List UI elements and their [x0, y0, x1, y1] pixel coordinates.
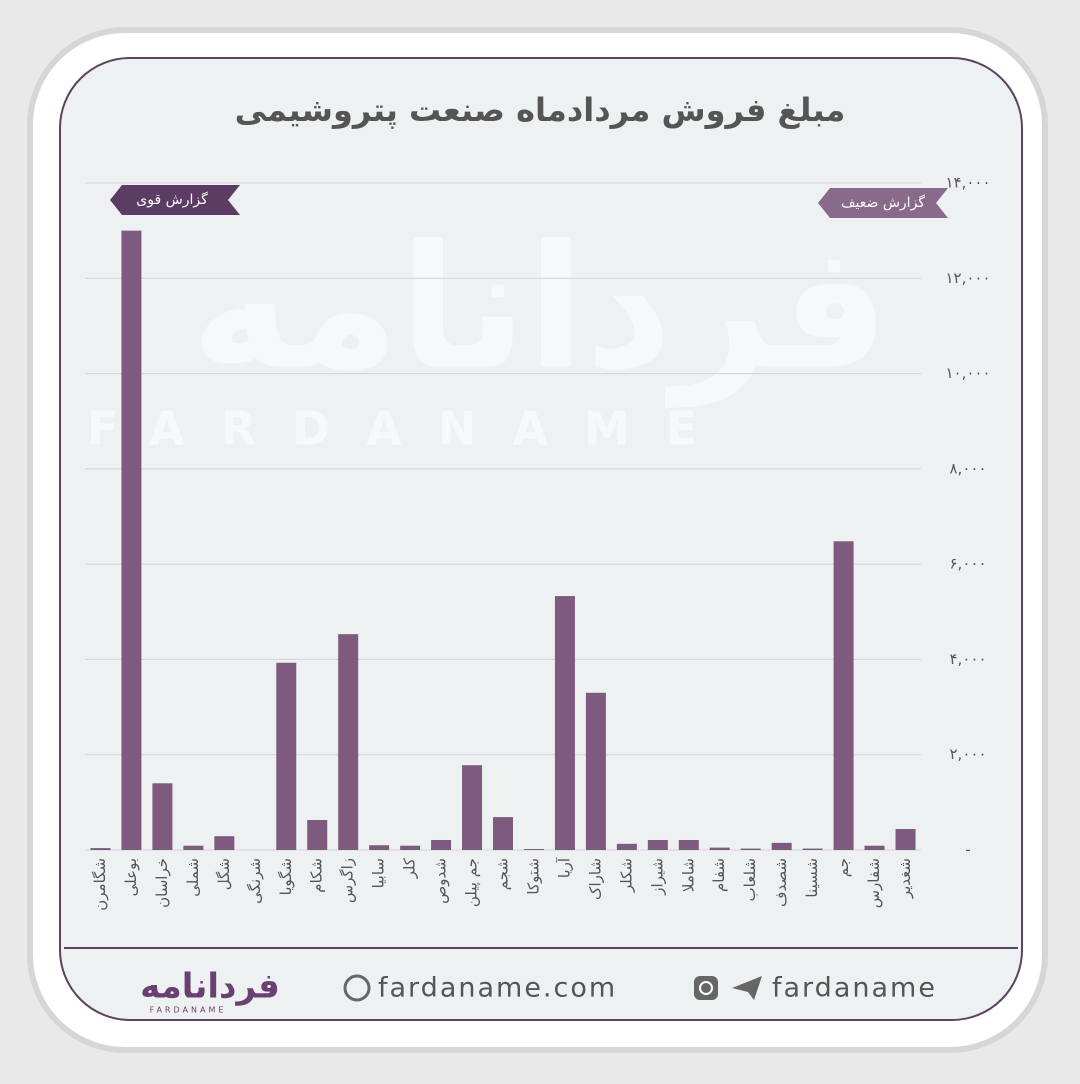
bar [214, 836, 235, 850]
watermark-logo: فردانامه [191, 209, 890, 408]
watermark-latin: FARDANAME [87, 402, 733, 456]
x-tick-label: شملی [184, 858, 202, 897]
y-tick-label: ۱۰,۰۰۰ [945, 364, 990, 382]
bar [523, 849, 544, 850]
x-tick-label: شگل [215, 858, 233, 890]
y-tick-label: ۸,۰۰۰ [950, 459, 987, 477]
instagram-icon-lens [699, 981, 713, 995]
instagram-icon [694, 976, 718, 1000]
x-tick-label: شصدف [772, 858, 790, 907]
panel [59, 57, 1023, 1021]
x-tick-label: شتوکا [524, 858, 542, 895]
telegram-icon [732, 976, 762, 1000]
bar [152, 783, 173, 850]
x-tick-label: شاراک [586, 858, 604, 900]
bar [462, 765, 483, 850]
bar [709, 847, 730, 850]
website: fardaname.com [378, 973, 617, 1004]
x-tick-label: شیراز [648, 858, 666, 896]
x-tick-label: شکلر [617, 858, 635, 893]
x-tick-label: شفام [710, 858, 728, 892]
x-tick-label: شاملا [679, 858, 697, 892]
x-tick-label: سابیا [370, 858, 388, 888]
bar [554, 596, 575, 850]
footer: فردانامه FARDANAME fardaname.com fardana… [140, 967, 937, 1015]
bar [338, 634, 359, 850]
x-tick-label: شدوص [432, 858, 450, 904]
y-tick-label: ۴,۰۰۰ [950, 650, 987, 668]
annotation: گزارش ضعیف [841, 194, 925, 211]
social: fardaname [772, 973, 937, 1004]
y-tick-label: ۶,۰۰۰ [950, 555, 987, 573]
x-tick-label: کلر [401, 857, 419, 879]
x-tick-label: شگویا [277, 858, 295, 895]
x-tick-label: خراسان [153, 858, 171, 908]
x-tick-label: شرنگی [246, 858, 264, 904]
bar [369, 845, 390, 850]
annotation: گزارش قوی [136, 191, 208, 208]
bar [895, 829, 916, 850]
x-tick-label: شجم [494, 858, 512, 890]
y-tick-label: ۲,۰۰۰ [950, 745, 987, 763]
x-tick-label: شکام [308, 858, 326, 893]
globe-icon [343, 974, 371, 1002]
x-tick-label: جم پیلن [463, 858, 482, 907]
bar [647, 839, 668, 850]
bar [833, 541, 854, 850]
bar [740, 848, 761, 850]
bar [802, 848, 823, 850]
x-tick-label: آریا [555, 857, 573, 878]
x-tick-label: شگامرن [91, 858, 109, 911]
x-tick-label: شغدیر [896, 858, 914, 899]
bar [307, 819, 328, 850]
x-tick-label: شفارس [865, 858, 883, 908]
bar [616, 843, 637, 850]
x-tick-label: بوعلی [122, 858, 140, 896]
bar [400, 845, 421, 850]
bar [771, 842, 792, 850]
bar [183, 845, 204, 850]
bar [585, 692, 606, 850]
footer-logo-latin: FARDANAME [150, 1006, 227, 1015]
bar [121, 230, 142, 851]
annotation-flag [110, 185, 240, 215]
bar [431, 839, 452, 850]
y-tick-label: ۱۴,۰۰۰ [945, 174, 990, 192]
watermark: فردانامه FARDANAME [87, 209, 889, 455]
y-tick-label: - [965, 841, 970, 859]
y-tick-label: ۱۲,۰۰۰ [945, 269, 990, 287]
chart-title: مبلغ فروش مردادماه صنعت پتروشیمی [235, 91, 846, 129]
footer-logo: فردانامه [140, 967, 280, 1007]
bar [276, 662, 297, 850]
x-tick-label: شسینا [803, 858, 821, 898]
bar [90, 848, 111, 850]
x-tick-label: زاگرس [339, 858, 357, 903]
bar [678, 839, 699, 850]
bar [864, 845, 885, 850]
annotation-flag [818, 188, 948, 218]
bar [493, 817, 513, 850]
x-tick-label: جم [834, 858, 852, 877]
x-tick-label: شلعاب [741, 858, 759, 901]
plot: - ۲,۰۰۰ ۴,۰۰۰ ۶,۰۰۰ ۸,۰۰۰ ۱۰,۰۰۰ ۱۲,۰۰۰ ۱۴,۰۰۰ ش… [85, 174, 991, 911]
